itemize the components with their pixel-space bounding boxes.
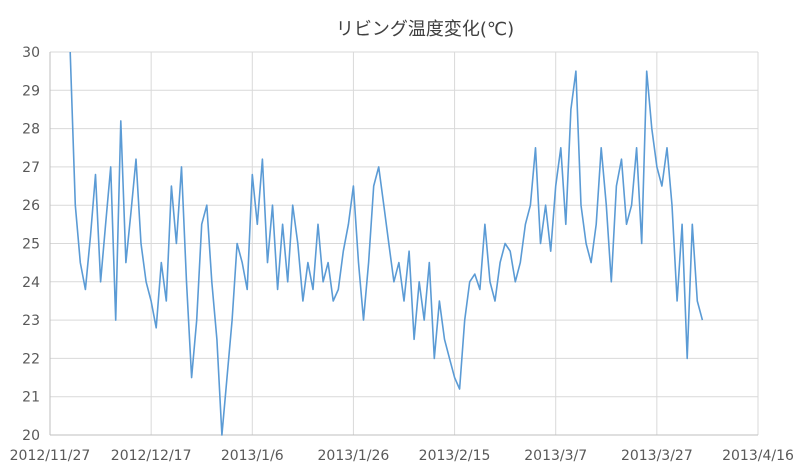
series-line: [69, 51, 704, 436]
axes: 20 21 22 23 24 25 26 27 28 29 30 2012/11/27 2012/12/…: [10, 45, 794, 464]
x-tick-label: 2012/12/17: [111, 448, 192, 464]
y-tick-label: 28: [22, 122, 40, 138]
x-tick-label: 2013/2/15: [419, 448, 491, 464]
y-tick-label: 24: [22, 275, 40, 291]
gridlines: [50, 51, 759, 435]
y-tick-label: 21: [22, 390, 40, 406]
x-tick-label: 2013/4/16: [722, 448, 794, 464]
x-tick-label: 2013/3/27: [621, 448, 693, 464]
chart-title: リビング温度変化(℃): [336, 19, 514, 40]
y-tick-label: 26: [22, 198, 40, 214]
y-tick-label: 20: [22, 428, 40, 444]
x-tick-label: 2013/1/26: [318, 448, 390, 464]
y-tick-label: 22: [22, 351, 40, 367]
x-tick-label: 2013/3/7: [524, 448, 587, 464]
x-tick-label: 2013/1/6: [221, 448, 284, 464]
y-tick-label: 27: [22, 160, 40, 176]
x-tick-label: 2012/11/27: [10, 448, 91, 464]
y-tick-label: 25: [22, 237, 40, 253]
series-layer: [69, 51, 704, 436]
y-tick-label: 29: [22, 83, 40, 99]
y-tick-label: 23: [22, 313, 40, 329]
y-tick-label: 30: [22, 45, 40, 61]
